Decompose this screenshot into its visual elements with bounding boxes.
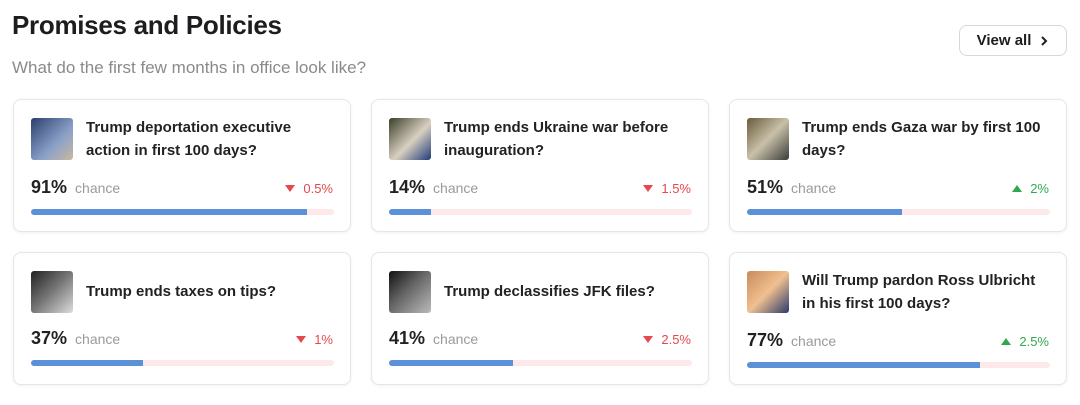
- probability-caption: chance: [433, 180, 479, 196]
- market-thumbnail: [389, 118, 431, 160]
- probability-value: 51%: [747, 177, 784, 197]
- market-card[interactable]: Will Trump pardon Ross Ulbricht in his f…: [729, 252, 1067, 385]
- market-question: Will Trump pardon Ross Ulbricht in his f…: [802, 272, 1036, 312]
- arrow-shape: [285, 185, 296, 192]
- probability-bar: [747, 209, 902, 215]
- change: 2%: [1012, 181, 1049, 196]
- market-card[interactable]: Trump ends Gaza war by first 100 days? 51…: [729, 99, 1067, 232]
- probability-caption: chance: [75, 331, 121, 347]
- market-card[interactable]: Trump deportation executive action in fi…: [13, 99, 351, 232]
- change-arrow: [1001, 338, 1012, 345]
- market-thumbnail: [747, 118, 789, 160]
- probability-caption: chance: [75, 180, 121, 196]
- market-question: Trump ends taxes on tips?: [86, 283, 277, 300]
- change-value: 2.5%: [1019, 334, 1049, 349]
- change: 1.5%: [643, 181, 691, 196]
- probability-value: 37%: [31, 328, 68, 348]
- change: 0.5%: [285, 181, 333, 196]
- probability: 77% chance: [747, 330, 836, 351]
- section-subtitle: What do the first few months in office l…: [12, 58, 367, 77]
- probability: 51% chance: [747, 177, 836, 198]
- probability-bar: [389, 360, 514, 366]
- probability: 91% chance: [31, 177, 120, 198]
- change: 2.5%: [643, 332, 691, 347]
- probability-track: [747, 209, 1050, 215]
- change-arrow: [296, 336, 307, 343]
- market-thumbnail: [389, 271, 431, 313]
- view-all-button[interactable]: View all: [959, 25, 1067, 56]
- chevron-icon: [1041, 35, 1048, 46]
- probability-track: [31, 360, 334, 366]
- change-value: 2%: [1030, 181, 1049, 196]
- market-card[interactable]: Trump ends taxes on tips? 37% chance 1%: [13, 252, 351, 385]
- change-arrow: [1012, 185, 1023, 192]
- probability: 14% chance: [389, 177, 478, 198]
- probability-caption: chance: [791, 180, 837, 196]
- probability-track: [747, 362, 1050, 368]
- probability-bar: [31, 360, 144, 366]
- change-value: 2.5%: [661, 332, 691, 347]
- probability: 41% chance: [389, 328, 478, 349]
- change-value: 0.5%: [303, 181, 333, 196]
- change: 1%: [296, 332, 333, 347]
- probability-value: 41%: [389, 328, 426, 348]
- market-question: Trump deportation executive action in fi…: [86, 119, 292, 159]
- change-arrow: [643, 185, 654, 192]
- probability-bar: [389, 209, 432, 215]
- probability-track: [389, 209, 692, 215]
- change-arrow: [285, 185, 296, 192]
- probability-value: 14%: [389, 177, 426, 197]
- arrow-shape: [643, 185, 654, 192]
- arrow-shape: [1001, 338, 1012, 345]
- probability-caption: chance: [791, 333, 837, 349]
- market-question: Trump ends Gaza war by first 100 days?: [802, 119, 1041, 159]
- market-question: Trump declassifies JFK files?: [444, 283, 655, 300]
- probability-bar: [31, 209, 307, 215]
- probability-bar: [747, 362, 981, 368]
- probability-caption: chance: [433, 331, 479, 347]
- market-thumbnail: [747, 271, 789, 313]
- market-question: Trump ends Ukraine war before inaugurati…: [444, 119, 669, 159]
- market-card[interactable]: Trump ends Ukraine war before inaugurati…: [371, 99, 709, 232]
- arrow-shape: [643, 336, 654, 343]
- market-thumbnail: [31, 118, 73, 160]
- market-thumbnail: [31, 271, 73, 313]
- arrow-shape: [1012, 185, 1023, 192]
- button-label: View all: [976, 32, 1032, 49]
- probability-value: 77%: [747, 330, 784, 350]
- probability-value: 91%: [31, 177, 68, 197]
- section-title: Promises and Policies: [12, 10, 282, 40]
- change: 2.5%: [1001, 334, 1049, 349]
- change-value: 1%: [314, 332, 333, 347]
- arrow-shape: [296, 336, 307, 343]
- market-card[interactable]: Trump declassifies JFK files? 41% chance 2.…: [371, 252, 709, 385]
- change-value: 1.5%: [661, 181, 691, 196]
- probability-track: [389, 360, 692, 366]
- change-arrow: [643, 336, 654, 343]
- probability-track: [31, 209, 334, 215]
- probability: 37% chance: [31, 328, 120, 349]
